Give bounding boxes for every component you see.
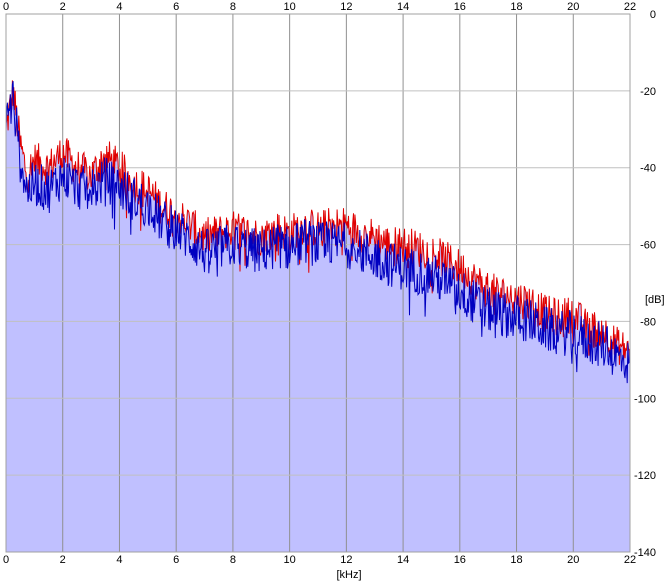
y-axis-label: [dB] <box>645 294 665 306</box>
x-tick-label-top: 20 <box>567 1 579 13</box>
x-axis-label: [kHz] <box>336 569 361 581</box>
y-tick-label: -100 <box>634 393 656 405</box>
y-tick-labels: 0 -20 -40 -60 -80 -100 -120 -140 <box>634 9 656 559</box>
y-tick-label: -80 <box>640 316 656 328</box>
x-tick-label-bottom: 8 <box>230 554 236 566</box>
x-tick-label-top: 2 <box>60 1 66 13</box>
y-tick-label: -60 <box>640 240 656 252</box>
x-tick-label-bottom: 0 <box>3 554 9 566</box>
x-tick-label-top: 4 <box>116 1 122 13</box>
x-tick-label-bottom: 22 <box>624 554 636 566</box>
x-tick-label-bottom: 2 <box>60 554 66 566</box>
x-tick-label-top: 18 <box>510 1 522 13</box>
grid-layer <box>5 13 631 553</box>
series-line-blue <box>5 80 631 384</box>
y-tick-label: -40 <box>640 163 656 175</box>
series-line-red <box>5 80 631 365</box>
x-tick-label-bottom: 12 <box>340 554 352 566</box>
x-tick-label-bottom: 6 <box>173 554 179 566</box>
y-tick-label: 0 <box>650 9 656 21</box>
x-tick-label-bottom: 4 <box>116 554 122 566</box>
x-tick-label-bottom: 16 <box>454 554 466 566</box>
x-tick-label-top: 12 <box>340 1 352 13</box>
x-tick-label-top: 0 <box>3 1 9 13</box>
x-tick-label-bottom: 10 <box>284 554 296 566</box>
spectrum-fill-layer <box>6 80 630 553</box>
y-tick-label: -140 <box>634 547 656 559</box>
series-layer <box>5 80 631 384</box>
x-tick-label-top: 10 <box>284 1 296 13</box>
spectrum-fill <box>6 80 630 553</box>
x-tick-label-top: 22 <box>624 1 636 13</box>
x-tick-label-top: 6 <box>173 1 179 13</box>
x-tick-label-top: 16 <box>454 1 466 13</box>
x-tick-label-top: 8 <box>230 1 236 13</box>
x-tick-label-top: 14 <box>397 1 409 13</box>
x-tick-label-bottom: 18 <box>510 554 522 566</box>
x-tick-label-bottom: 14 <box>397 554 409 566</box>
y-tick-label: -120 <box>634 470 656 482</box>
y-tick-label: -20 <box>640 86 656 98</box>
x-tick-label-bottom: 20 <box>567 554 579 566</box>
plot-frame <box>5 13 631 553</box>
